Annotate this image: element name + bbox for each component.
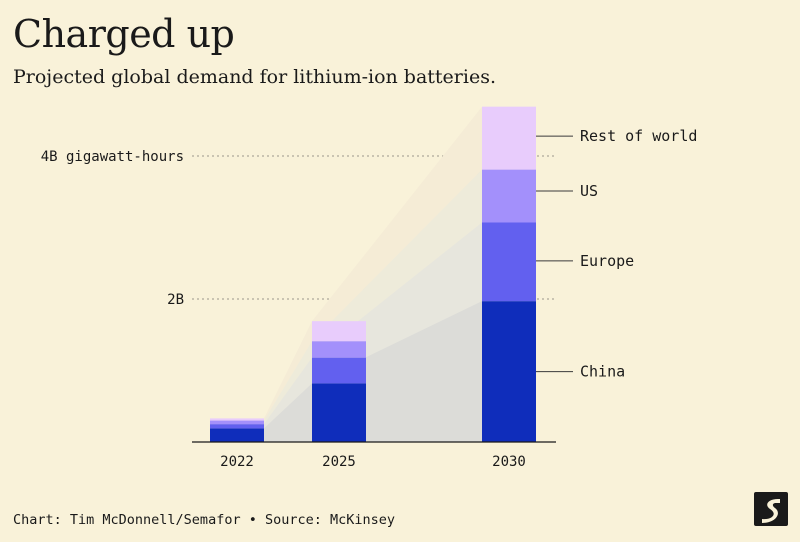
bar-segment-rest-of-world-2022 xyxy=(210,418,264,421)
bar-segment-us-2025 xyxy=(312,341,366,358)
chart-credit: Chart: Tim McDonnell/Semafor • Source: M… xyxy=(13,512,396,528)
bar-segment-china-2025 xyxy=(312,383,366,442)
bar-segment-us-2030 xyxy=(482,169,536,223)
bar-segment-china-2030 xyxy=(482,301,536,442)
bar-segment-us-2022 xyxy=(210,420,264,425)
series-label-europe: Europe xyxy=(580,252,634,270)
stacked-bar-chart: 2B 4B gigawatt-hours 2022 2025 2030 China Euro… xyxy=(41,106,697,470)
chart-subtitle: Projected global demand for lithium-ion … xyxy=(13,66,496,88)
x-tick-label: 2030 xyxy=(492,454,526,470)
bar-segment-europe-2022 xyxy=(210,424,264,429)
semafor-logo xyxy=(754,492,788,526)
x-tick-label: 2025 xyxy=(322,454,356,470)
bar-segment-china-2022 xyxy=(210,428,264,442)
x-tick-label: 2022 xyxy=(220,454,254,470)
series-label-us: US xyxy=(580,182,598,200)
bar-segment-rest-of-world-2025 xyxy=(312,321,366,342)
series-label-china: China xyxy=(580,363,625,381)
bar-segment-europe-2030 xyxy=(482,222,536,302)
chart-title: Charged up xyxy=(13,12,235,56)
bar-segment-europe-2025 xyxy=(312,357,366,384)
series-label-rest-of-world: Rest of world xyxy=(580,127,697,145)
y-tick-label: 4B gigawatt-hours xyxy=(41,149,184,165)
y-tick-label: 2B xyxy=(167,292,184,308)
bar-segment-rest-of-world-2030 xyxy=(482,106,536,170)
